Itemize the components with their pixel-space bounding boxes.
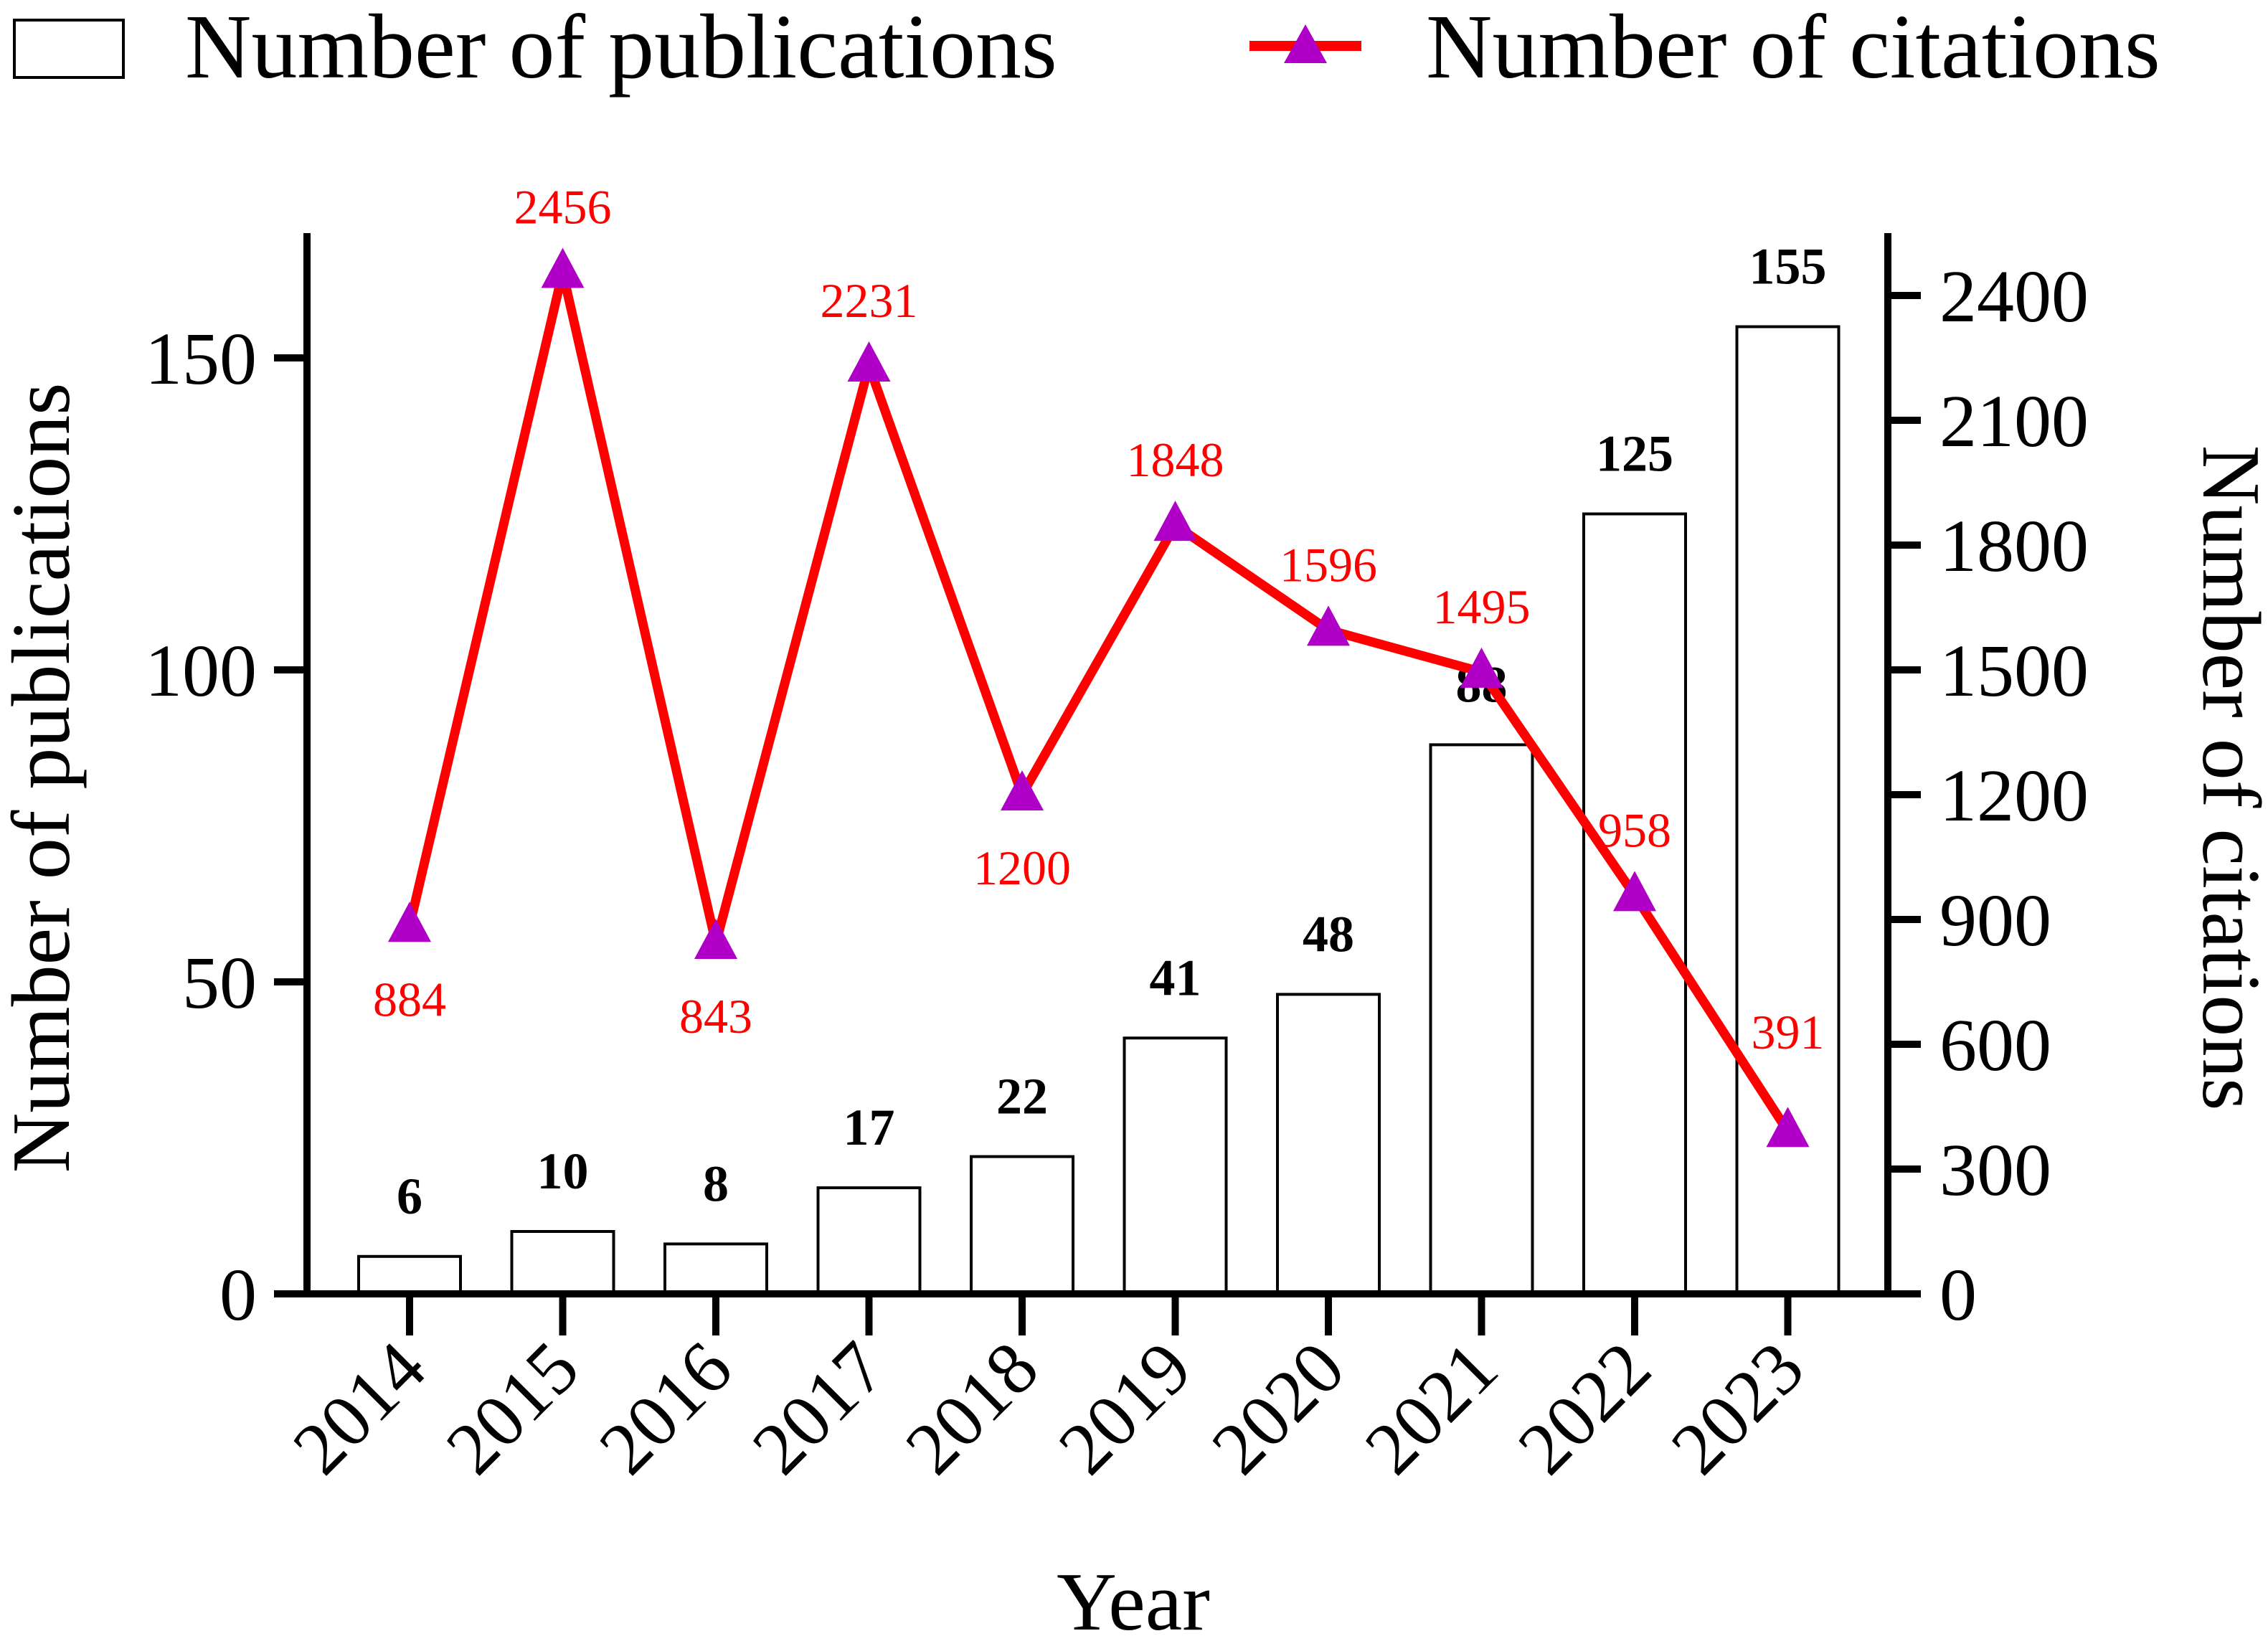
left-tick-label-150: 150 — [145, 318, 257, 400]
citation-marker-2014 — [388, 902, 431, 942]
bar-value-label-2014: 6 — [397, 1168, 422, 1225]
citation-value-label-2018: 1200 — [973, 841, 1071, 895]
x-tick-label-2022: 2022 — [1503, 1326, 1666, 1490]
legend-label-publications: Number of publications — [185, 0, 1057, 98]
citation-marker-2019 — [1153, 501, 1197, 542]
bar-value-label-2023: 155 — [1749, 238, 1827, 295]
bar-value-label-2017: 17 — [844, 1099, 895, 1156]
bar-publications-2017 — [816, 1186, 922, 1295]
citation-marker-2020 — [1307, 605, 1350, 646]
citation-marker-2015 — [541, 247, 585, 288]
bar-publications-2015 — [510, 1230, 615, 1295]
bar-value-label-2015: 10 — [537, 1143, 589, 1200]
x-tick-label-2018: 2018 — [890, 1326, 1054, 1490]
citation-marker-2016 — [694, 919, 737, 960]
citation-marker-2022 — [1613, 871, 1656, 912]
right-tick-label-900: 900 — [1939, 879, 2051, 962]
left-tick-label-100: 100 — [145, 630, 257, 712]
bar-publications-2019 — [1123, 1036, 1228, 1296]
x-tick-label-2014: 2014 — [278, 1326, 441, 1490]
x-tick-label-2015: 2015 — [430, 1326, 594, 1490]
citation-value-label-2020: 1596 — [1280, 537, 1377, 592]
bar-value-label-2019: 41 — [1150, 949, 1201, 1006]
bar-publications-2014 — [357, 1254, 462, 1296]
bar-publications-2020 — [1276, 993, 1381, 1296]
legend-triangle-marker — [1284, 24, 1327, 63]
bar-publications-2016 — [663, 1242, 768, 1296]
left-tick-label-0: 0 — [219, 1254, 257, 1336]
x-tick-label-2017: 2017 — [737, 1326, 900, 1490]
citation-value-label-2014: 884 — [373, 972, 446, 1026]
right-tick-label-1500: 1500 — [1939, 630, 2089, 712]
x-tick-label-2021: 2021 — [1349, 1326, 1513, 1490]
citation-marker-2021 — [1460, 647, 1503, 688]
bar-value-label-2022: 125 — [1596, 425, 1673, 483]
bar-publications-2018 — [970, 1155, 1074, 1295]
citation-marker-2018 — [1001, 770, 1044, 810]
left-tick-label-50: 50 — [182, 942, 257, 1024]
right-tick-label-0: 0 — [1939, 1254, 1977, 1336]
right-tick-label-600: 600 — [1939, 1004, 2051, 1087]
x-tick-label-2020: 2020 — [1196, 1326, 1360, 1490]
bar-value-label-2018: 22 — [996, 1068, 1048, 1125]
citation-value-label-2017: 2231 — [821, 273, 918, 328]
legend-bar-swatch — [13, 19, 125, 79]
citation-marker-2017 — [847, 341, 891, 382]
bar-value-label-2016: 8 — [703, 1155, 729, 1212]
bar-value-label-2020: 48 — [1303, 905, 1354, 963]
citation-value-label-2019: 1848 — [1127, 432, 1224, 487]
x-tick-label-2016: 2016 — [584, 1326, 747, 1490]
citation-value-label-2023: 391 — [1752, 1005, 1825, 1059]
x-tick-label-2023: 2023 — [1655, 1326, 1819, 1490]
x-axis-title: Year — [1057, 1556, 1210, 1641]
right-tick-label-2400: 2400 — [1939, 255, 2089, 338]
citation-value-label-2021: 1495 — [1433, 580, 1531, 634]
citation-marker-2023 — [1766, 1107, 1810, 1148]
citation-value-label-2016: 843 — [679, 989, 752, 1044]
bar-publications-2021 — [1429, 743, 1534, 1295]
bar-publications-2023 — [1735, 325, 1841, 1295]
x-tick-label-2019: 2019 — [1043, 1326, 1206, 1490]
citation-value-label-2022: 958 — [1598, 803, 1671, 857]
right-axis-title: Number of citations — [2185, 445, 2268, 1111]
citations-line — [405, 271, 1792, 1134]
right-tick-label-1800: 1800 — [1939, 505, 2089, 587]
right-tick-label-1200: 1200 — [1939, 755, 2089, 837]
legend-label-citations: Number of citations — [1426, 0, 2160, 98]
citation-value-label-2015: 2456 — [514, 180, 612, 235]
left-axis-title: Number of publications — [0, 383, 88, 1173]
right-tick-label-300: 300 — [1939, 1129, 2051, 1211]
right-tick-label-2100: 2100 — [1939, 380, 2089, 463]
